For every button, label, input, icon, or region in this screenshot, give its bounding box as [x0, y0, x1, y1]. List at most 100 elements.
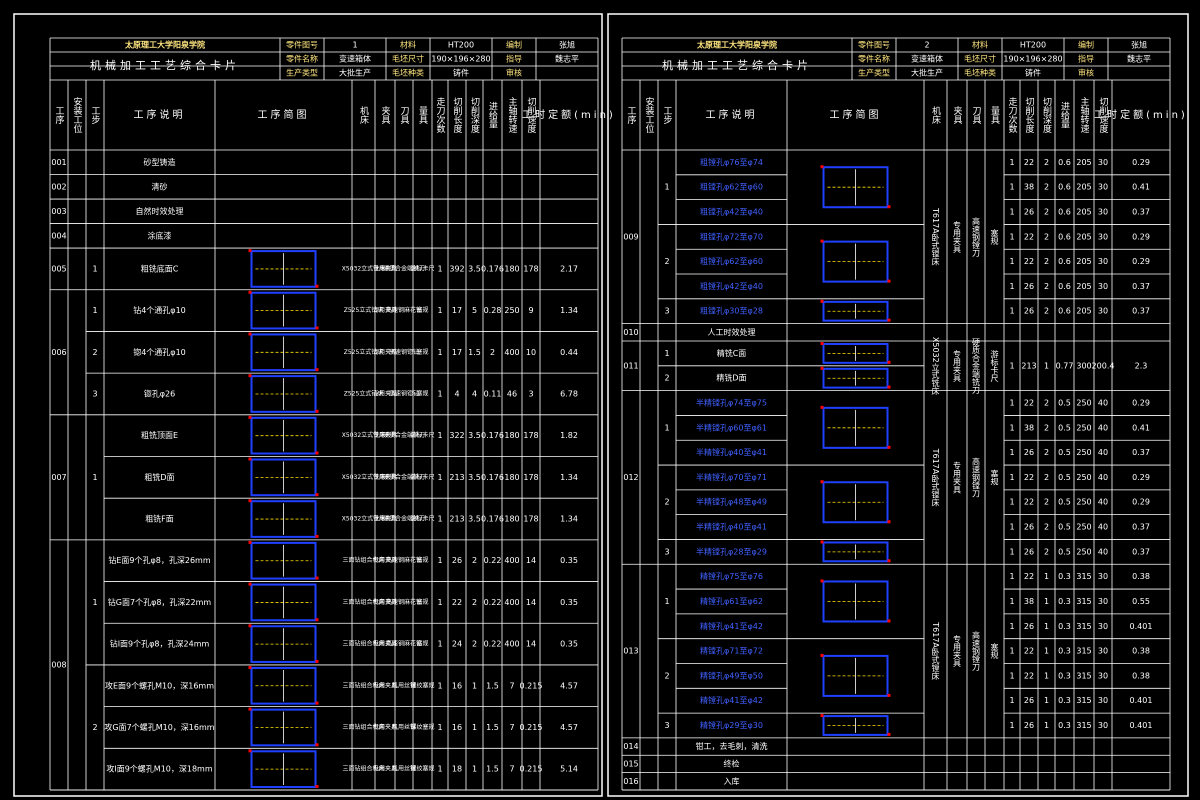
op-description: 攻G面7个螺孔M10，深16mm	[104, 722, 214, 732]
cut-value: 1	[1009, 498, 1014, 507]
op-description: 钻4个通孔φ10	[133, 305, 186, 315]
sketch	[250, 375, 317, 413]
equipment: 专用夹具	[373, 348, 397, 356]
op-code: 006	[51, 348, 66, 357]
column-header: 量具	[417, 106, 428, 125]
sheet-frame	[13, 13, 603, 797]
cut-value: 0.176	[481, 515, 504, 524]
column-header: 工时定额(min)	[522, 108, 616, 121]
column-header: 夹具	[380, 105, 391, 125]
cut-value: 22	[1024, 399, 1034, 408]
op-code: 014	[623, 742, 638, 751]
cut-value: 0.401	[1130, 721, 1153, 730]
sketch	[822, 300, 889, 322]
cut-value: 1	[437, 765, 442, 774]
cut-value: 22	[1024, 158, 1034, 167]
op-code: 002	[51, 182, 66, 191]
sketch	[315, 534, 319, 538]
cut-value: 250	[1076, 473, 1091, 482]
op-description: 精铣D面	[716, 373, 746, 383]
cut-value: 250	[1076, 523, 1091, 532]
cut-value: 40	[1098, 473, 1108, 482]
step-no: 2	[664, 498, 669, 507]
cut-value: 0.5	[1058, 448, 1071, 457]
cut-value: 24	[452, 640, 462, 649]
equipment: 高速钢镗刀	[972, 216, 981, 258]
cut-value: 22	[452, 598, 462, 607]
cut-value: 1	[1009, 232, 1014, 241]
op-code: 008	[51, 660, 66, 669]
cut-value: 315	[1076, 622, 1091, 631]
step-no: 3	[92, 389, 97, 398]
cut-value: 0.37	[1132, 208, 1150, 217]
column-header: 工步	[90, 106, 101, 125]
cut-value: 2	[1044, 257, 1049, 266]
cut-value: 1.82	[560, 431, 578, 440]
sketch	[315, 618, 319, 622]
sketch	[887, 732, 891, 736]
sketch	[315, 409, 319, 413]
cut-value: 0.401	[1130, 696, 1153, 705]
equipment: T617A卧式镗床	[931, 207, 940, 267]
sketch	[248, 624, 252, 628]
cut-value: 3.5	[468, 515, 481, 524]
cut-value: 400	[504, 640, 519, 649]
cut-value: 213	[1021, 361, 1036, 370]
field-value: HT200	[1020, 41, 1046, 50]
cut-value: 3.5	[468, 264, 481, 273]
cut-value: 22	[1024, 473, 1034, 482]
field-value: 大批生产	[339, 68, 371, 78]
field-label: 毛坯尺寸	[392, 54, 424, 64]
cut-value: 0.6	[1058, 158, 1071, 167]
cut-value: 0.6	[1058, 208, 1071, 217]
equipment: 塞规	[416, 306, 428, 314]
equipment: 高速钢麻花钻	[386, 640, 422, 648]
cut-value: 0.176	[481, 264, 504, 273]
column-header: 主轴转速	[507, 96, 518, 134]
cut-value: 30	[1098, 622, 1108, 631]
cut-value: 2	[1044, 523, 1049, 532]
cut-value: 14	[526, 598, 536, 607]
sketch	[248, 665, 252, 669]
school: 太原理工大学阳泉学院	[696, 40, 777, 50]
cut-value: 0.3	[1058, 671, 1071, 680]
equipment: 塞规	[416, 348, 428, 356]
equipment: 三面钻组合机床	[342, 598, 384, 606]
column-header: 安装工位	[644, 96, 655, 134]
op-description: 精镗孔φ41至φ42	[700, 695, 763, 705]
cut-value: 0.35	[560, 598, 578, 607]
cut-value: 7	[509, 681, 514, 690]
cut-value: 18	[452, 765, 462, 774]
cut-value: 0.55	[1132, 597, 1150, 606]
step-no: 2	[664, 671, 669, 680]
cut-value: 17	[452, 348, 462, 357]
cut-value: 0.41	[1132, 183, 1150, 192]
sketch	[887, 318, 891, 322]
sketch	[822, 367, 889, 389]
cut-value: 30	[1098, 208, 1108, 217]
sketch	[887, 205, 891, 209]
column-header: 切削深度	[1041, 97, 1052, 134]
equipment: 专用夹具	[373, 598, 397, 606]
cut-value: 0.38	[1132, 647, 1150, 656]
cut-value: 315	[1076, 597, 1091, 606]
cut-value: 315	[1076, 721, 1091, 730]
cut-value: 0.5	[1058, 473, 1071, 482]
equipment: 高速钢锪钻	[389, 348, 419, 356]
op-description: 粗铣D面	[144, 472, 174, 482]
cut-value: 315	[1076, 696, 1091, 705]
step-no: 3	[664, 721, 669, 730]
column-header: 量具	[989, 106, 1000, 125]
field-value: 铸件	[1025, 68, 1041, 78]
cut-value: 2	[472, 598, 477, 607]
cut-value: 22	[1024, 257, 1034, 266]
cut-value: 14	[526, 556, 536, 565]
column-header: 安装工位	[72, 96, 83, 134]
sketch	[820, 579, 824, 583]
op-description: 攻I面9个螺孔M10，深18mm	[106, 764, 213, 774]
cut-value: 2.17	[560, 264, 578, 273]
sketch	[250, 291, 317, 330]
cut-value: 1	[1009, 423, 1014, 432]
cut-value: 0.38	[1132, 671, 1150, 680]
equipment: T617A卧式镗床	[931, 621, 940, 681]
